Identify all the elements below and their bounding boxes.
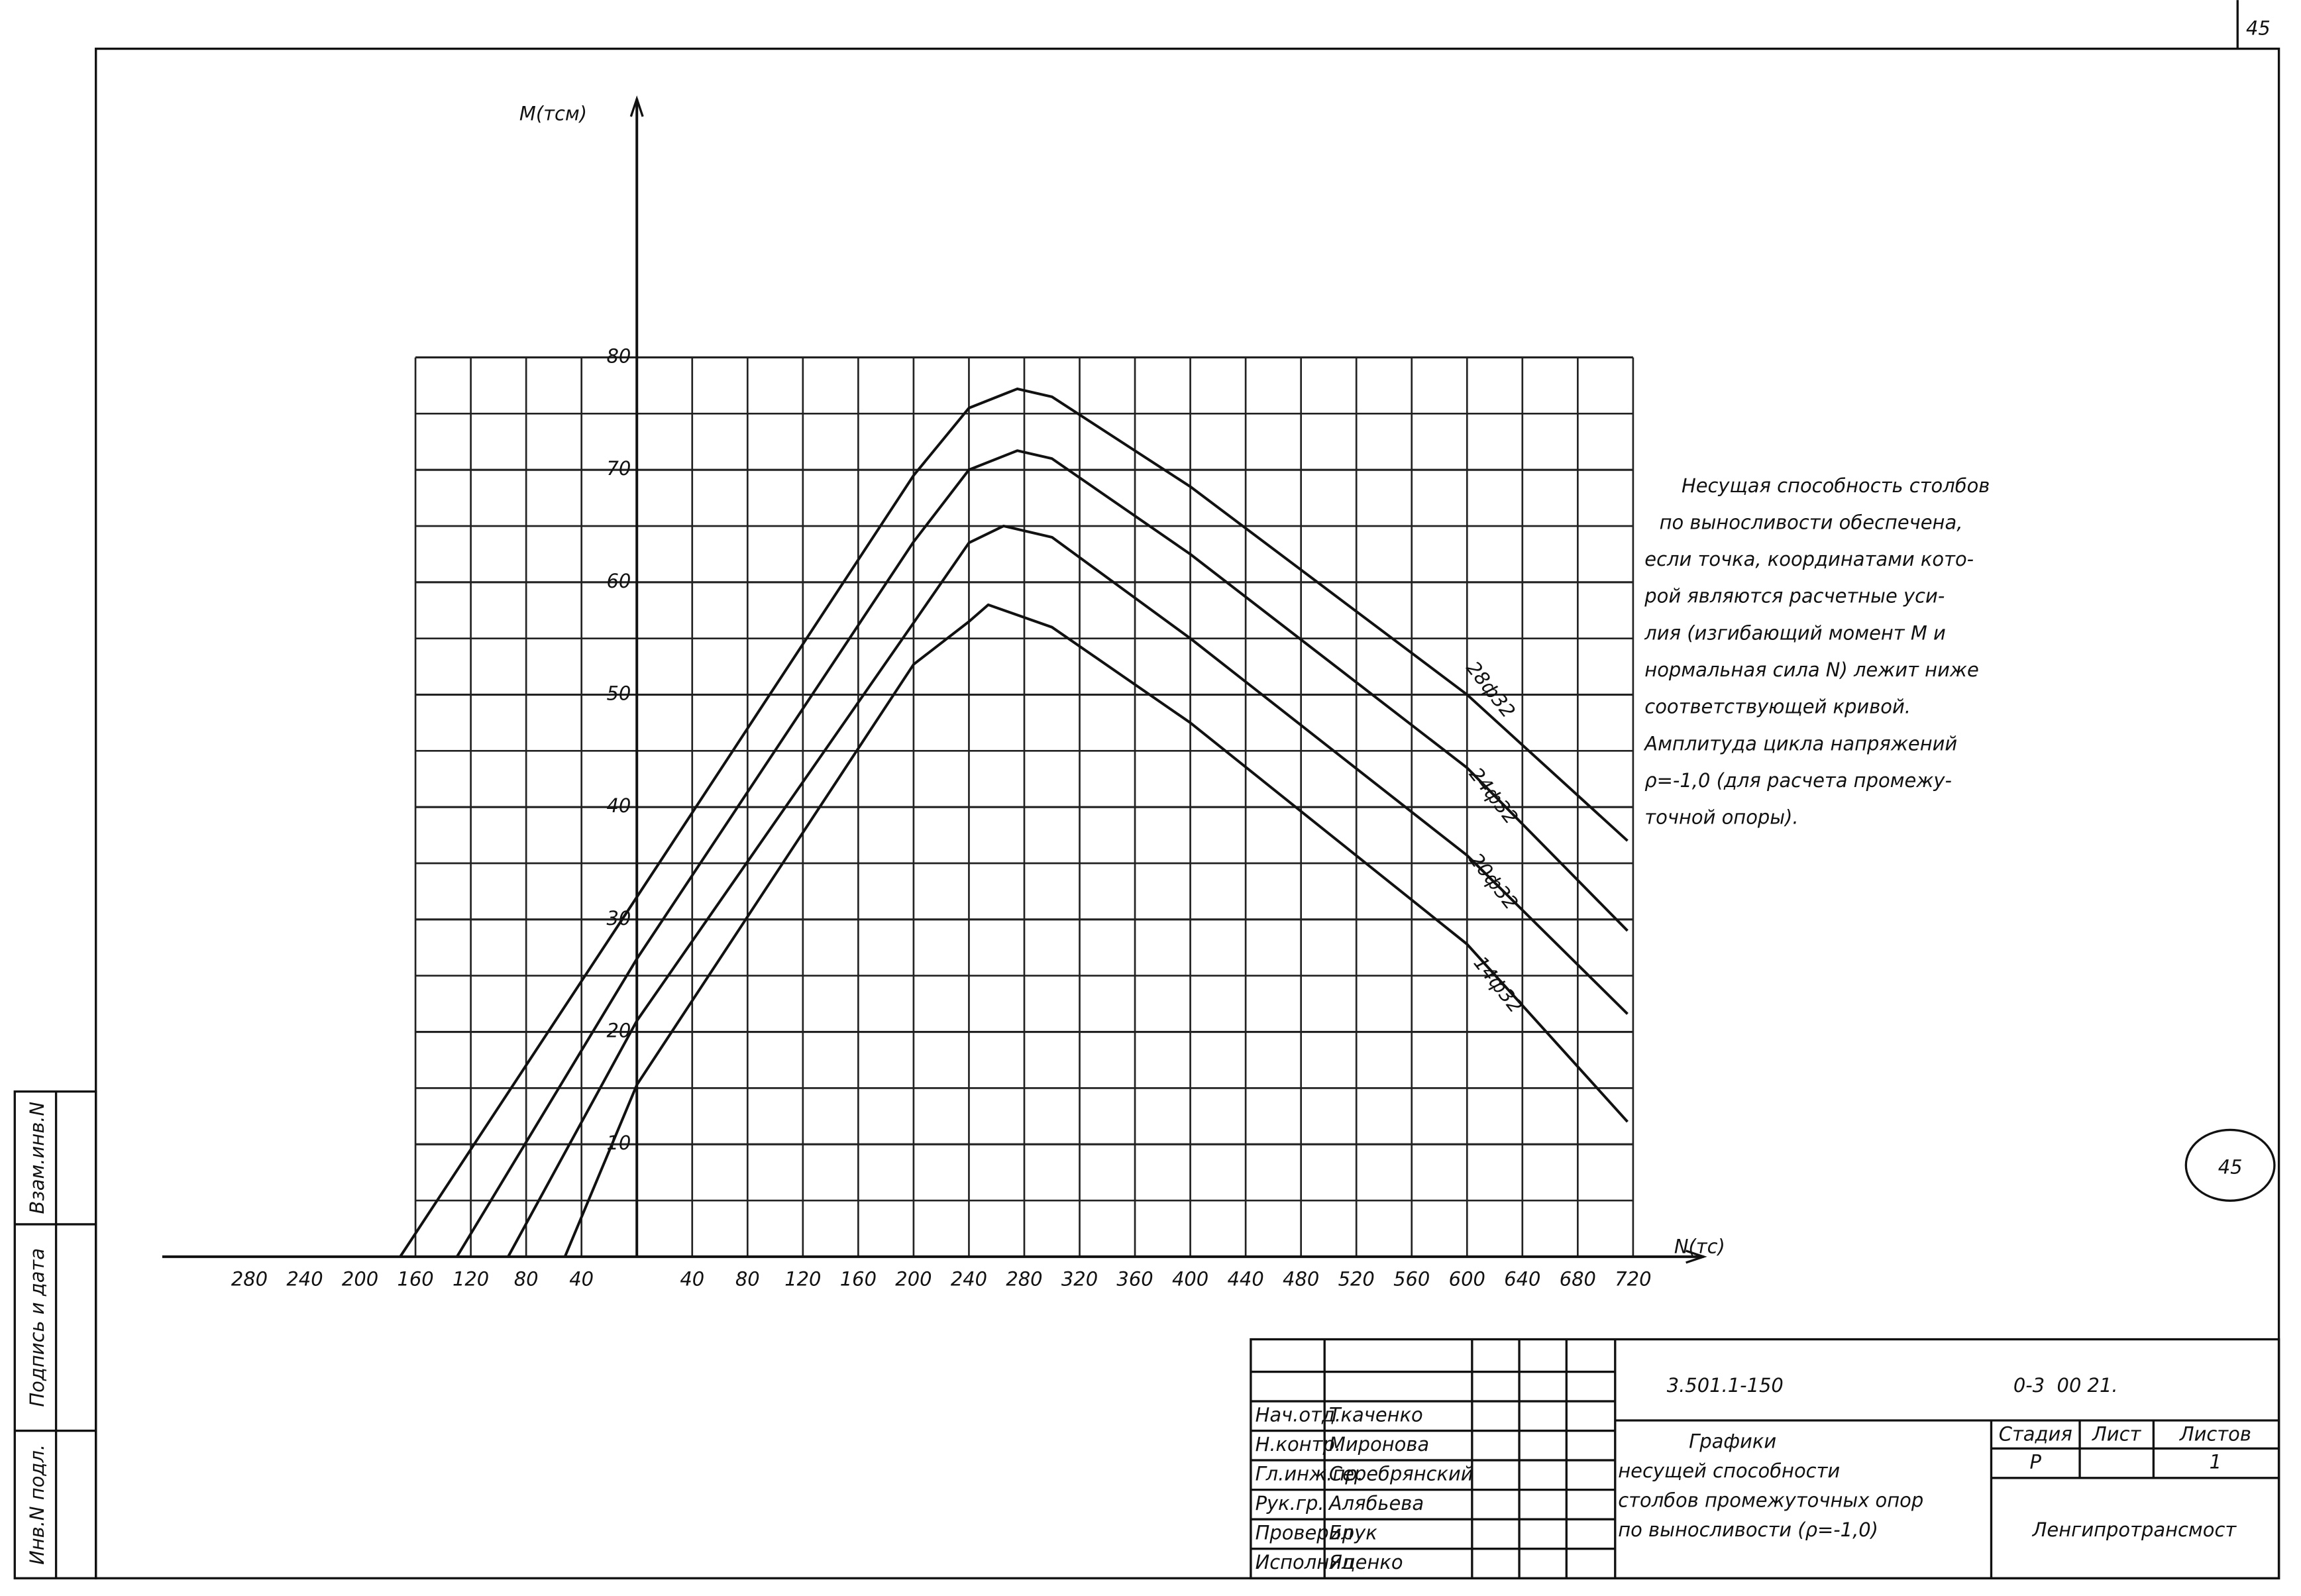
code: 3.501.1-150 (1667, 1374, 1784, 1397)
note-line: рой являются расчетные уси- (1644, 585, 1945, 608)
curve (455, 449, 1629, 1257)
x-tick-label: 200 (342, 1267, 378, 1290)
x-tick-label: 120 (784, 1267, 821, 1290)
y-tick-label: 70 (606, 457, 631, 480)
sheet-header: Лист (2092, 1422, 2141, 1445)
name: Серебрянский (1329, 1462, 1473, 1485)
title-block (1250, 1338, 2280, 1579)
note-line: соответствующей кривой. (1644, 696, 1911, 718)
x-tick-label: 640 (1504, 1267, 1540, 1290)
title-line: Графики (1689, 1430, 1776, 1452)
y-tick-label: 60 (606, 570, 631, 592)
x-tick-label: 440 (1228, 1267, 1264, 1290)
arrow (1686, 1250, 1707, 1264)
stamp-label: Инв.N подл. (26, 1444, 48, 1565)
name: Миронова (1329, 1433, 1429, 1456)
stamp-label: Взам.инв.N (26, 1102, 48, 1214)
role: Нач.отд. (1256, 1403, 1342, 1426)
curve-label: 28ф32 (1462, 657, 1519, 722)
title-line: по выносливости (ρ=-1,0) (1618, 1518, 1878, 1541)
x-tick-label: 240 (951, 1267, 987, 1290)
y-tick-label: 80 (606, 345, 631, 367)
y-tick-label: 50 (606, 682, 631, 705)
role: Рук.гр. (1256, 1492, 1324, 1515)
role: Проверил (1256, 1521, 1354, 1544)
note-line: нормальная сила N) лежит ниже (1644, 659, 1978, 681)
note-line: по выносливости обеспечена, (1660, 511, 1963, 533)
x-tick-label: 40 (569, 1267, 594, 1290)
note-line: Амплитуда цикла напряжений (1643, 732, 1957, 755)
y-tick-label: 40 (606, 794, 631, 817)
x-tick-label: 80 (514, 1267, 539, 1290)
note-line: если точка, координатами кото- (1644, 548, 1974, 570)
name: Яценко (1328, 1551, 1403, 1573)
frame (13, 0, 2280, 1579)
curve (507, 524, 1629, 1257)
note-line: ρ=-1,0 (для расчета промежу- (1644, 769, 1952, 792)
name: Ткаченко (1329, 1403, 1423, 1426)
x-tick-label: 720 (1615, 1267, 1651, 1290)
arrow (629, 95, 644, 117)
x-tick-label: 560 (1393, 1267, 1430, 1290)
role: Исполнил (1256, 1551, 1354, 1573)
x-axis-label: N(тс) (1674, 1236, 1725, 1258)
x-tick-label: 160 (840, 1267, 877, 1290)
x-tick-label: 40 (680, 1267, 704, 1290)
circled-number: 45 (2218, 1155, 2243, 1178)
sheet-code: 0-3 00 21. (2013, 1374, 2118, 1397)
x-tick-label: 280 (1006, 1267, 1042, 1290)
y-axis-label: M(тсм) (519, 103, 587, 125)
title-line: несущей способности (1618, 1460, 1840, 1482)
x-tick-label: 600 (1449, 1267, 1485, 1290)
x-tick-label: 680 (1560, 1267, 1596, 1290)
note-line: лия (изгибающий момент M и (1644, 621, 1946, 644)
x-tick-label: 160 (397, 1267, 433, 1290)
border (95, 47, 2280, 1579)
curve (563, 603, 1629, 1257)
x-tick-label: 360 (1116, 1267, 1153, 1290)
name: Брук (1329, 1521, 1377, 1544)
sheets-header: Листов (2179, 1422, 2251, 1445)
curve-label: 20ф32 (1465, 849, 1523, 914)
page-number: 45 (2246, 17, 2271, 40)
x-tick-label: 320 (1061, 1267, 1098, 1290)
x-tick-label: 280 (231, 1267, 268, 1290)
x-tick-label: 120 (453, 1267, 489, 1290)
curve-label: 14ф32 (1470, 952, 1527, 1017)
x-tick-label: 400 (1172, 1267, 1208, 1290)
x-tick-label: 200 (895, 1267, 932, 1290)
name: Алябьева (1328, 1492, 1424, 1515)
org: Ленгипротрансмост (2032, 1518, 2237, 1541)
stamp-label: Подпись и дата (26, 1248, 48, 1407)
stage: Р (2030, 1451, 2042, 1473)
note-line: Несущая способность столбов (1682, 474, 1990, 497)
x-tick-label: 240 (286, 1267, 323, 1290)
title-line: столбов промежуточных опор (1618, 1489, 1923, 1511)
role: Н.контр. (1256, 1433, 1341, 1456)
stage-header: Стадия (1999, 1422, 2072, 1445)
curve (399, 387, 1629, 1257)
x-tick-label: 520 (1338, 1267, 1375, 1290)
x-tick-label: 480 (1283, 1267, 1319, 1290)
role: Гл.инж.пр. (1256, 1462, 1364, 1485)
x-tick-label: 80 (735, 1267, 760, 1290)
sheet: 1 (2210, 1451, 2221, 1473)
note-line: точной опоры). (1644, 806, 1798, 829)
circle (2184, 1128, 2276, 1202)
curve-label: 24ф32 (1465, 763, 1523, 828)
